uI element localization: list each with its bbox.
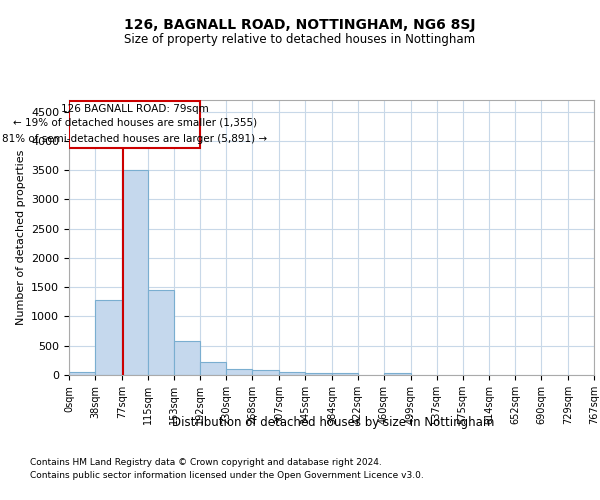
Bar [332,374,358,375]
Bar [174,341,200,375]
Bar [226,368,253,375]
Bar [253,370,279,375]
Text: 126 BAGNALL ROAD: 79sqm: 126 BAGNALL ROAD: 79sqm [61,104,209,115]
Bar [279,372,305,375]
Text: Contains HM Land Registry data © Crown copyright and database right 2024.: Contains HM Land Registry data © Crown c… [30,458,382,467]
Bar [200,362,226,375]
Bar [384,374,410,375]
Text: Size of property relative to detached houses in Nottingham: Size of property relative to detached ho… [124,32,476,46]
Bar [305,372,332,375]
FancyBboxPatch shape [69,101,200,148]
Bar [148,290,174,375]
Text: Contains public sector information licensed under the Open Government Licence v3: Contains public sector information licen… [30,472,424,480]
Y-axis label: Number of detached properties: Number of detached properties [16,150,26,325]
Text: 126, BAGNALL ROAD, NOTTINGHAM, NG6 8SJ: 126, BAGNALL ROAD, NOTTINGHAM, NG6 8SJ [124,18,476,32]
Bar [122,170,148,375]
Text: Distribution of detached houses by size in Nottingham: Distribution of detached houses by size … [172,416,494,429]
Bar [69,372,95,375]
Text: ← 19% of detached houses are smaller (1,355): ← 19% of detached houses are smaller (1,… [13,117,257,127]
Bar [95,300,122,375]
Text: 81% of semi-detached houses are larger (5,891) →: 81% of semi-detached houses are larger (… [2,134,267,144]
